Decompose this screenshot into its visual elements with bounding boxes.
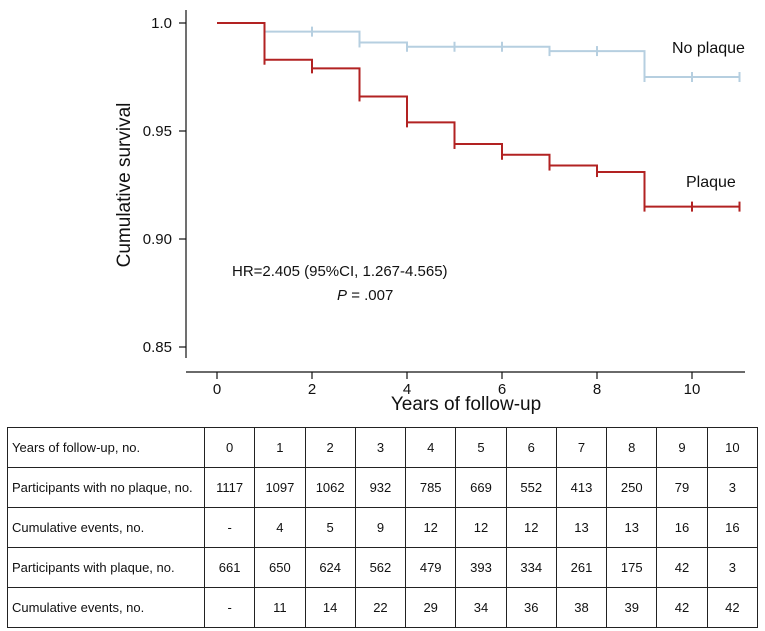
- legend-no-plaque: No plaque: [672, 40, 745, 57]
- x-axis: 0 2 4 6 8 10: [186, 371, 745, 398]
- series-line-no-plaque: [217, 22, 740, 78]
- risk-table-body: Years of follow-up, no. 0 1 2 3 4 5 6 7 8 9 10 Parti…: [7, 427, 759, 628]
- risk-row-label: Years of follow-up, no.: [7, 427, 205, 468]
- risk-cell: 3: [706, 547, 759, 588]
- risk-cell: 42: [656, 547, 708, 588]
- x-tick-label: 8: [593, 381, 601, 398]
- risk-table-row: Participants with no plaque, no. 1117 1097…: [7, 467, 759, 508]
- risk-cell: 36: [505, 587, 557, 628]
- risk-row-label: Cumulative events, no.: [7, 587, 205, 628]
- risk-cell: -: [203, 587, 256, 628]
- risk-cell: 5: [455, 427, 507, 468]
- risk-cell: 1: [254, 427, 306, 468]
- risk-cell: 932: [354, 467, 407, 508]
- risk-cell: 9: [354, 507, 407, 548]
- risk-cell: 12: [405, 507, 457, 548]
- risk-cell: 250: [606, 467, 658, 508]
- p-annotation: P = .007: [337, 287, 393, 304]
- risk-cell: 650: [254, 547, 306, 588]
- risk-table-row: Cumulative events, no. -11 14 22 29 34 36 38 39 4…: [7, 587, 759, 628]
- risk-cell: 10: [706, 427, 759, 468]
- series-line-plaque: [217, 22, 740, 208]
- risk-cell: 79: [656, 467, 708, 508]
- survival-chart: 0.85 0.90 0.95 1.0 0 2 4 6 8 10 Cumulative survi…: [114, 10, 745, 415]
- p-value: = .007: [351, 287, 393, 304]
- y-tick-label: 0.90: [143, 231, 172, 248]
- risk-cell: 4: [405, 427, 457, 468]
- x-tick-label: 6: [498, 381, 506, 398]
- series-layer: [217, 22, 741, 212]
- risk-cell: -: [203, 507, 256, 548]
- x-tick-label: 0: [213, 381, 221, 398]
- risk-cell: 562: [354, 547, 407, 588]
- risk-cell: 16: [706, 507, 759, 548]
- risk-cell: 12: [505, 507, 557, 548]
- risk-row-label: Cumulative events, no.: [7, 507, 205, 548]
- y-tick-label: 0.85: [143, 339, 172, 356]
- risk-cell: 16: [656, 507, 708, 548]
- risk-cell: 12: [455, 507, 507, 548]
- risk-cell: 1117: [203, 467, 256, 508]
- risk-row-label: Participants with no plaque, no.: [7, 467, 205, 508]
- risk-cell: 1097: [254, 467, 306, 508]
- risk-row-label: Participants with plaque, no.: [7, 547, 205, 588]
- risk-cell: 552: [505, 467, 557, 508]
- y-tick-label: 1.0: [151, 15, 172, 32]
- risk-cell: 624: [304, 547, 356, 588]
- legend-plaque: Plaque: [686, 174, 736, 191]
- x-ticks: 0 2 4 6 8 10: [213, 372, 701, 398]
- risk-cell: 13: [606, 507, 658, 548]
- risk-cell: 261: [555, 547, 608, 588]
- risk-cell: 42: [706, 587, 759, 628]
- x-axis-title: Years of follow-up: [391, 394, 541, 415]
- x-tick-label: 4: [403, 381, 411, 398]
- risk-cell: 661: [203, 547, 256, 588]
- risk-cell: 39: [606, 587, 658, 628]
- risk-cell: 393: [455, 547, 507, 588]
- risk-cell: 5: [304, 507, 356, 548]
- risk-table-row: Participants with plaque, no. 661 650 624 56…: [7, 547, 759, 588]
- risk-cell: 785: [405, 467, 457, 508]
- x-tick-label: 10: [684, 381, 701, 398]
- risk-cell: 9: [656, 427, 708, 468]
- risk-cell: 334: [505, 547, 557, 588]
- y-ticks: 0.85 0.90 0.95 1.0: [143, 15, 186, 356]
- risk-cell: 2: [304, 427, 356, 468]
- x-tick-label: 2: [308, 381, 316, 398]
- y-tick-label: 0.95: [143, 123, 172, 140]
- risk-cell: 29: [405, 587, 457, 628]
- y-axis: 0.85 0.90 0.95 1.0: [143, 10, 187, 358]
- risk-cell: 38: [555, 587, 608, 628]
- risk-cell: 175: [606, 547, 658, 588]
- risk-cell: 4: [254, 507, 306, 548]
- risk-cell: 34: [455, 587, 507, 628]
- risk-cell: 413: [555, 467, 608, 508]
- risk-cell: 669: [455, 467, 507, 508]
- risk-cell: 479: [405, 547, 457, 588]
- risk-cell: 0: [203, 427, 256, 468]
- risk-cell: 13: [555, 507, 608, 548]
- hr-annotation: HR=2.405 (95%CI, 1.267-4.565): [232, 263, 448, 280]
- risk-table-row: Cumulative events, no. -4 5 9 12 12 12 13 13 16 16: [7, 507, 759, 548]
- risk-cell: 11: [254, 587, 306, 628]
- risk-cell: 1062: [304, 467, 356, 508]
- risk-cell: 42: [656, 587, 708, 628]
- risk-table: Years of follow-up, no. 0 1 2 3 4 5 6 7 8 9 10 Parti…: [7, 427, 759, 628]
- risk-cell: 22: [354, 587, 407, 628]
- y-axis-title: Cumulative survival: [114, 103, 135, 268]
- risk-cell: 7: [555, 427, 608, 468]
- risk-cell: 14: [304, 587, 356, 628]
- risk-cell: 8: [606, 427, 658, 468]
- risk-cell: 3: [706, 467, 759, 508]
- risk-cell: 3: [354, 427, 407, 468]
- risk-table-row: Years of follow-up, no. 0 1 2 3 4 5 6 7 8 9 10: [7, 427, 759, 468]
- risk-cell: 6: [505, 427, 557, 468]
- p-label: P: [337, 287, 347, 304]
